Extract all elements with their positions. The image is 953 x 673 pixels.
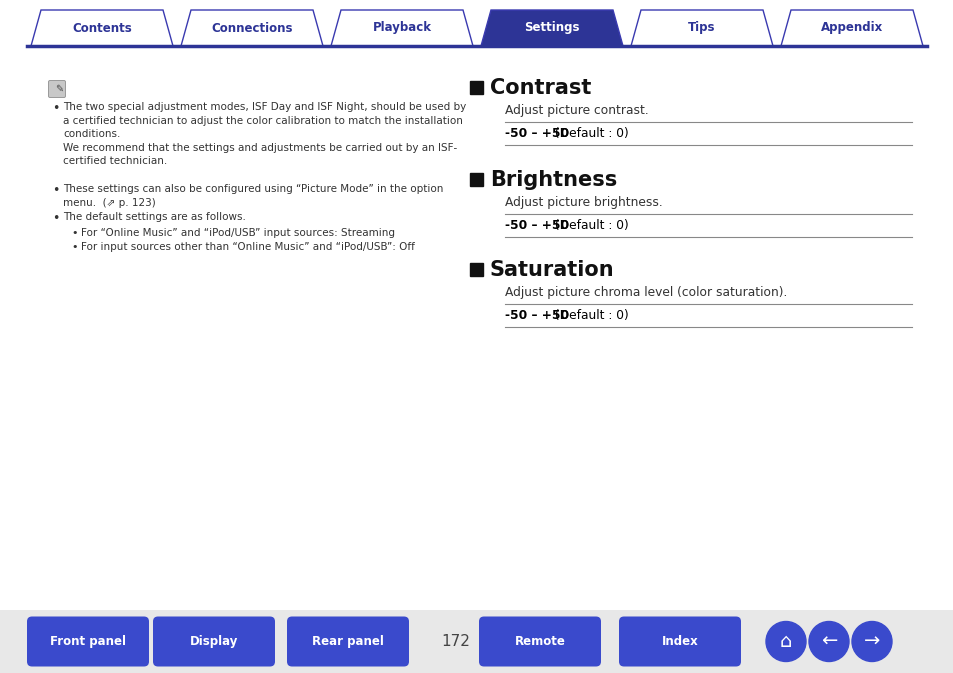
FancyBboxPatch shape [0,610,953,673]
Text: Connections: Connections [211,22,293,34]
Text: ✎: ✎ [55,84,63,94]
Polygon shape [30,10,172,46]
Text: Brightness: Brightness [490,170,617,190]
Text: Index: Index [661,635,698,648]
FancyBboxPatch shape [287,616,409,666]
Circle shape [765,621,805,662]
FancyBboxPatch shape [470,81,482,94]
FancyBboxPatch shape [152,616,274,666]
Text: Playback: Playback [372,22,431,34]
Text: →: → [862,632,880,651]
Polygon shape [181,10,323,46]
Text: •: • [71,228,77,238]
Text: •: • [52,102,59,115]
FancyBboxPatch shape [470,263,482,276]
Text: Tips: Tips [687,22,715,34]
Polygon shape [480,10,622,46]
Text: •: • [52,212,59,225]
Text: Display: Display [190,635,238,648]
Text: Remote: Remote [514,635,565,648]
Text: The two special adjustment modes, ISF Day and ISF Night, should be used by
a cer: The two special adjustment modes, ISF Da… [63,102,466,166]
Polygon shape [331,10,473,46]
Text: •: • [71,242,77,252]
Text: Rear panel: Rear panel [312,635,383,648]
Text: •: • [52,184,59,197]
FancyBboxPatch shape [49,81,66,98]
Text: -50 – +50: -50 – +50 [504,309,569,322]
Text: Contrast: Contrast [490,77,591,98]
Text: (Default : 0): (Default : 0) [551,309,628,322]
Text: Adjust picture chroma level (color saturation).: Adjust picture chroma level (color satur… [504,286,786,299]
Text: 172: 172 [441,634,470,649]
Text: Appendix: Appendix [820,22,882,34]
Polygon shape [781,10,923,46]
Text: -50 – +50: -50 – +50 [504,127,569,140]
Text: -50 – +50: -50 – +50 [504,219,569,232]
Text: ←: ← [820,632,837,651]
FancyBboxPatch shape [478,616,600,666]
Text: Front panel: Front panel [50,635,126,648]
Circle shape [851,621,891,662]
FancyBboxPatch shape [27,616,149,666]
Text: Saturation: Saturation [490,260,614,279]
Polygon shape [630,10,772,46]
Text: (Default : 0): (Default : 0) [551,219,628,232]
Text: Settings: Settings [524,22,579,34]
Text: Adjust picture contrast.: Adjust picture contrast. [504,104,648,117]
Text: These settings can also be configured using “Picture Mode” in the option
menu.  : These settings can also be configured us… [63,184,443,207]
FancyBboxPatch shape [470,173,482,186]
Text: ⌂: ⌂ [779,632,791,651]
Text: Contents: Contents [72,22,132,34]
Text: For “Online Music” and “iPod/USB” input sources: Streaming: For “Online Music” and “iPod/USB” input … [81,228,395,238]
Text: Adjust picture brightness.: Adjust picture brightness. [504,196,662,209]
Circle shape [808,621,848,662]
Text: The default settings are as follows.: The default settings are as follows. [63,212,246,222]
Text: For input sources other than “Online Music” and “iPod/USB”: Off: For input sources other than “Online Mus… [81,242,415,252]
Text: (Default : 0): (Default : 0) [551,127,628,140]
FancyBboxPatch shape [618,616,740,666]
